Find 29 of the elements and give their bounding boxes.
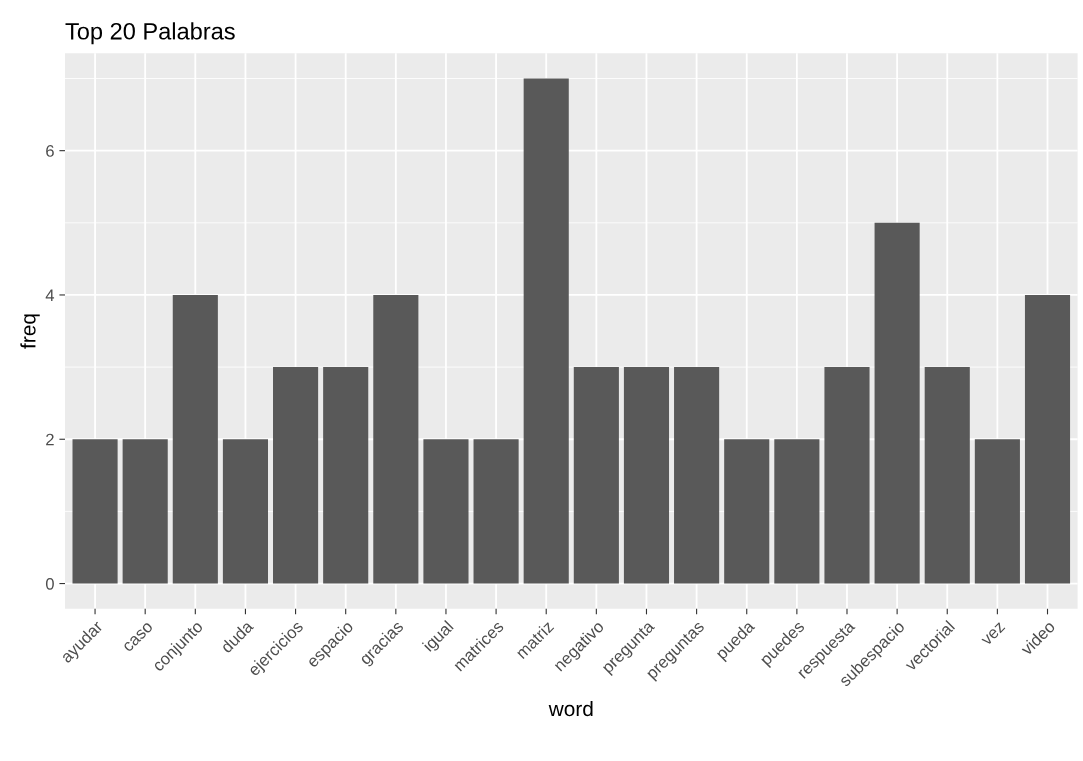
bar [72,439,118,584]
bar [674,367,720,584]
bar [623,367,670,584]
bar [974,439,1020,584]
bar [824,367,870,584]
bar [924,367,970,584]
bar [573,367,619,584]
bar [222,439,268,584]
bar [323,367,369,584]
bar [373,294,419,584]
x-tick-label: caso [122,621,154,653]
y-tick-label: 2 [46,433,54,446]
bar [523,78,569,584]
chart-title: Top 20 Palabras [65,22,235,45]
bar [724,439,770,584]
bar [172,294,218,584]
bar [273,367,319,584]
bar [473,439,519,584]
bar [1024,294,1071,584]
y-tick-label: 6 [46,145,54,157]
y-tick-label: 0 [45,577,54,590]
x-tick-label: vez [981,622,1006,647]
y-tick-label: 4 [45,289,55,301]
bar [774,439,820,584]
y-axis-title: freq [20,314,40,349]
x-axis-title: word [548,700,593,717]
bar [122,439,168,584]
bar [874,222,920,584]
bar [423,439,469,584]
